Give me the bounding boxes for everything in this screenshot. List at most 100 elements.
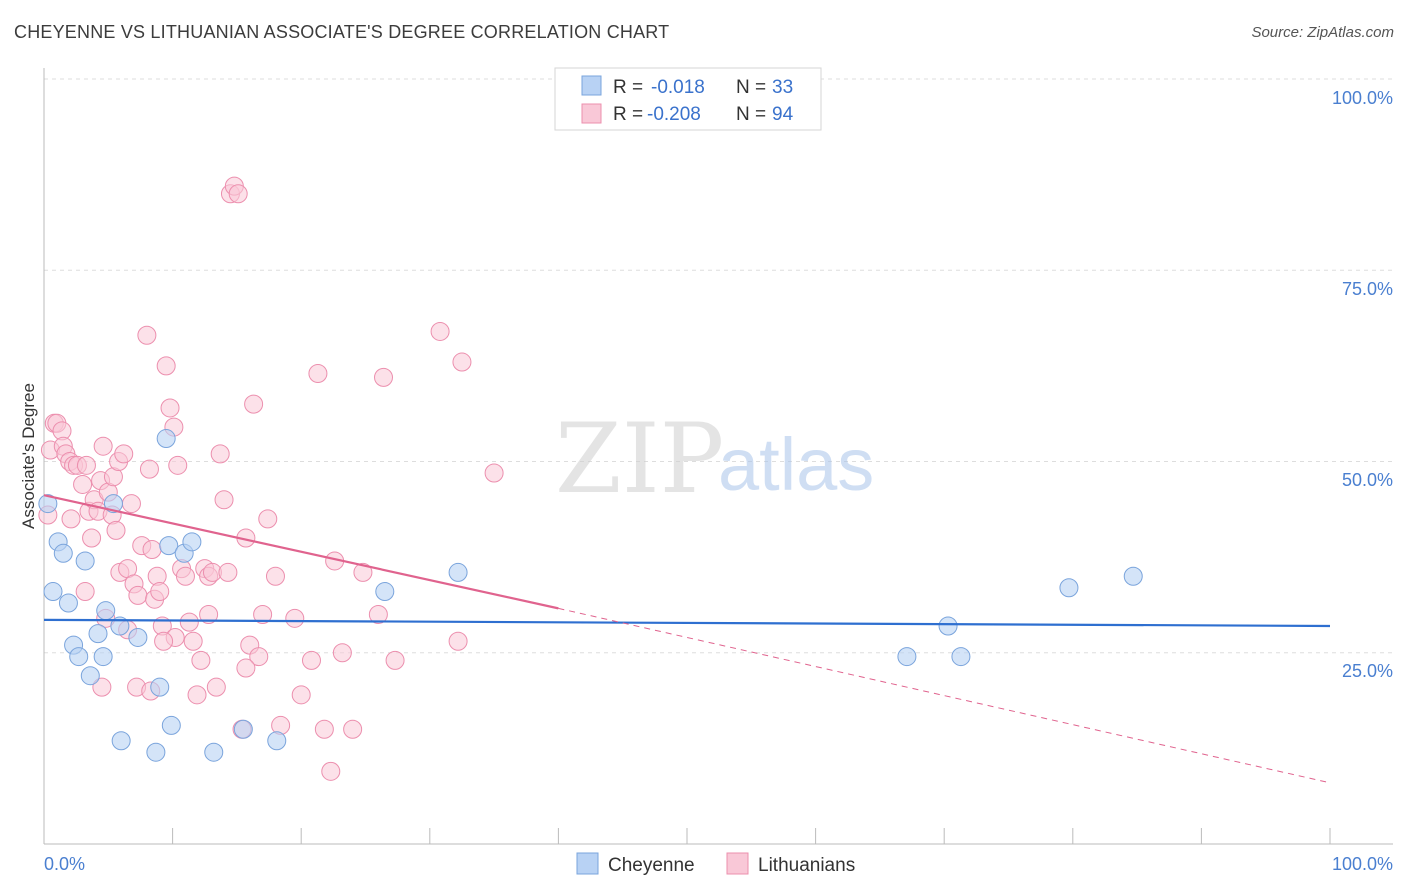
lithuanians-point: [430, 321, 450, 341]
cheyenne-point: [43, 582, 63, 602]
legend-r-value-cheyenne: -0.018: [651, 77, 705, 98]
lithuanians-point: [168, 455, 188, 475]
legend-n-label-lithuanians: N =: [736, 104, 766, 125]
legend-r-label-cheyenne: R =: [613, 77, 643, 98]
x-tick-label-max: 100.0%: [1332, 854, 1393, 874]
lithuanians-point: [374, 367, 394, 387]
cheyenne-point: [938, 616, 958, 636]
lithuanians-point: [285, 608, 305, 628]
lithuanians-point: [484, 463, 504, 483]
lithuanians-point: [92, 677, 112, 697]
bottom-legend-cheyenne: Cheyenne: [608, 855, 695, 876]
lithuanians-point: [154, 631, 174, 651]
watermark: ZIP atlas: [555, 403, 874, 515]
cheyenne-point: [375, 582, 395, 602]
y-tick-label-50: 50.0%: [1342, 470, 1393, 490]
lithuanians-point: [228, 184, 248, 204]
cheyenne-point: [233, 719, 253, 739]
lithuanians-point: [218, 562, 238, 582]
lithuanians-point: [179, 612, 199, 632]
lithuanians-point: [249, 647, 269, 667]
y-tick-label-25: 25.0%: [1342, 661, 1393, 681]
y-tick-label-100: 100.0%: [1332, 88, 1393, 108]
cheyenne-point: [38, 494, 58, 514]
lithuanians-point: [308, 364, 328, 384]
cheyenne-point: [951, 647, 971, 667]
lithuanians-point: [244, 394, 264, 414]
y-tick-labels: 25.0% 50.0% 75.0% 100.0%: [1332, 88, 1393, 681]
cheyenne-point: [1123, 566, 1143, 586]
legend-n-label-cheyenne: N =: [736, 77, 766, 98]
lithuanians-point: [385, 650, 405, 670]
cheyenne-trend-line: [43, 618, 1331, 628]
lithuanians-point: [353, 562, 373, 582]
cheyenne-point: [88, 624, 108, 644]
lithuanians-point: [321, 761, 341, 781]
lithuanians-point: [82, 528, 102, 548]
watermark-atlas: atlas: [718, 423, 874, 506]
lithuanians-point: [139, 459, 159, 479]
legend-swatch-lithuanians: [581, 103, 602, 124]
lithuanians-point: [137, 325, 157, 345]
lithuanians-point: [253, 605, 273, 624]
watermark-zip: ZIP: [555, 403, 724, 515]
correlation-legend: R = -0.018 N = 33 R = -0.208 N = 94: [554, 67, 822, 131]
cheyenne-point: [103, 494, 123, 514]
cheyenne-point: [93, 647, 113, 667]
lithuanians-point: [121, 494, 141, 514]
lithuanians-point: [150, 582, 170, 602]
cheyenne-point: [111, 731, 131, 751]
source-credit: Source: ZipAtlas.com: [1251, 24, 1394, 41]
y-axis-label: Associate's Degree: [19, 383, 38, 529]
lithuanians-point: [75, 582, 95, 602]
lithuanians-point: [128, 585, 148, 605]
lithuanians-point: [93, 436, 113, 456]
cheyenne-point: [53, 543, 73, 563]
lithuanians-point: [265, 566, 285, 586]
x-axis-ticks: [43, 828, 1331, 844]
lithuanians-point: [210, 444, 230, 464]
cheyenne-point: [448, 562, 468, 582]
cheyenne-point: [1059, 578, 1079, 598]
cheyenne-point: [110, 616, 130, 636]
legend-r-value-lithuanians: -0.208: [647, 104, 701, 125]
trend-lines: [43, 494, 1331, 784]
cheyenne-point: [159, 536, 179, 556]
cheyenne-point: [80, 666, 100, 686]
cheyenne-point: [182, 532, 202, 552]
cheyenne-point: [161, 715, 181, 735]
lithuanians-point: [452, 352, 472, 372]
lithuanians-point: [160, 398, 180, 418]
cheyenne-point: [58, 593, 78, 613]
cheyenne-point: [150, 677, 170, 697]
bottom-legend-lithuanians: Lithuanians: [758, 855, 855, 876]
lithuanians-point: [206, 677, 226, 697]
legend-r-label-lithuanians: R =: [613, 104, 643, 125]
bottom-swatch-cheyenne: [576, 852, 599, 875]
lithuanians-point: [368, 605, 388, 624]
lithuanians-point: [258, 509, 278, 529]
legend-n-value-cheyenne: 33: [772, 77, 793, 98]
chart-title: CHEYENNE VS LITHUANIAN ASSOCIATE'S DEGRE…: [14, 22, 670, 42]
lithuanians-point: [142, 539, 162, 559]
lithuanians-point: [175, 566, 195, 586]
lithuanians-point: [448, 631, 468, 651]
legend-swatch-cheyenne: [581, 75, 602, 96]
cheyenne-point: [96, 601, 116, 621]
cheyenne-point: [146, 742, 166, 762]
lithuanians-point: [106, 520, 126, 540]
lithuanians-point: [214, 490, 234, 510]
lithuanians-point: [114, 444, 134, 464]
lithuanians-point: [191, 650, 211, 670]
cheyenne-point: [267, 731, 287, 751]
x-tick-label-min: 0.0%: [44, 854, 85, 874]
lithuanians-points: [38, 176, 504, 781]
grid-lines: [44, 78, 1393, 654]
legend-n-value-lithuanians: 94: [772, 104, 794, 125]
lithuanians-point: [291, 685, 311, 705]
lithuanians-point: [76, 455, 96, 475]
lithuanians-point: [314, 719, 334, 739]
series-legend: Cheyenne Lithuanians: [576, 852, 855, 876]
lithuanians-point: [187, 685, 207, 705]
